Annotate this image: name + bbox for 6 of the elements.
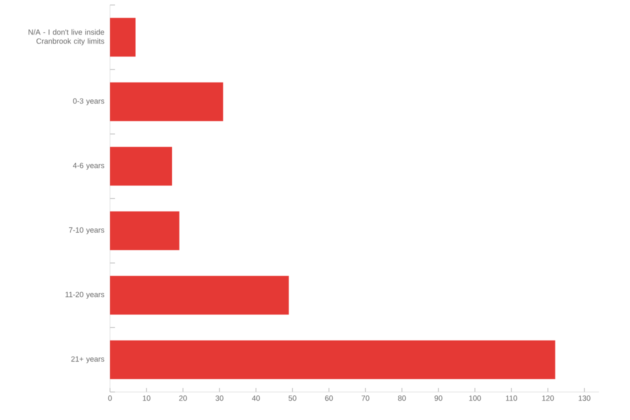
bar	[110, 18, 136, 57]
bar	[110, 211, 180, 250]
bar	[110, 82, 224, 122]
bar	[110, 340, 556, 380]
bar	[110, 146, 172, 186]
bar	[110, 276, 289, 315]
